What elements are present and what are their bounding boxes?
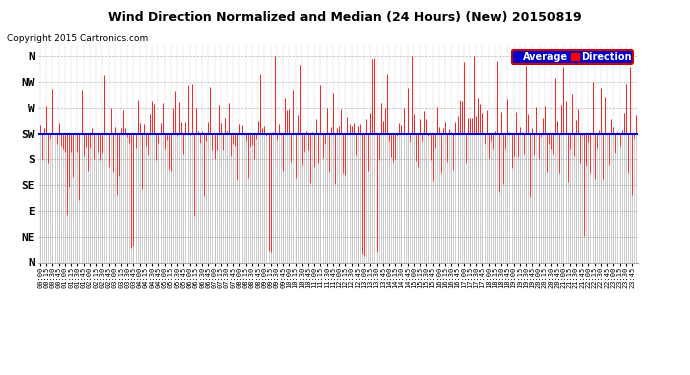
Legend: Average, Direction: Average, Direction [511,50,633,64]
Text: Wind Direction Normalized and Median (24 Hours) (New) 20150819: Wind Direction Normalized and Median (24… [108,11,582,24]
Text: Copyright 2015 Cartronics.com: Copyright 2015 Cartronics.com [7,34,148,43]
